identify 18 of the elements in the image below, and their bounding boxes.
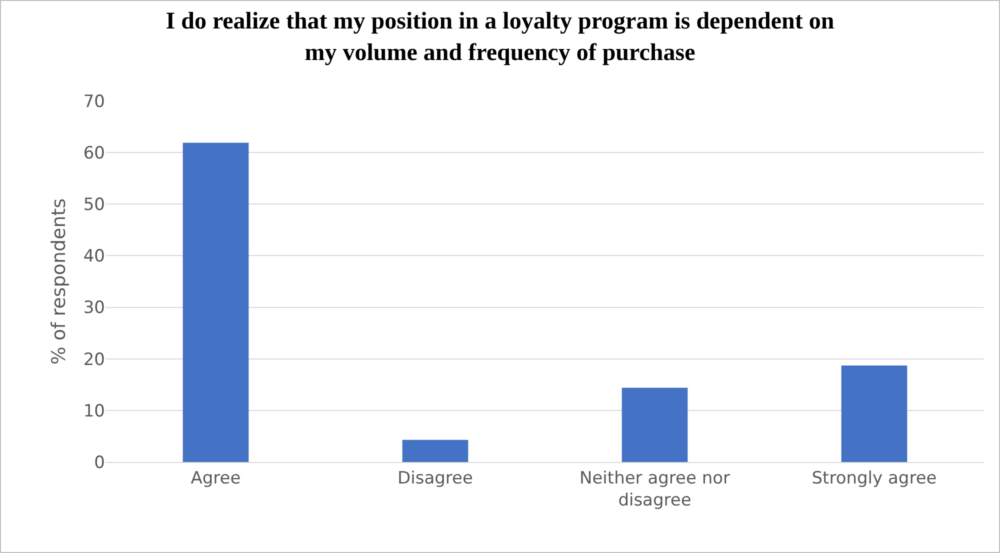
y-tick-label: 70	[83, 92, 105, 112]
x-tick-label: Agree	[190, 468, 241, 488]
x-tick-label: Neither agree nor disagree	[579, 468, 730, 510]
bar	[841, 366, 908, 462]
bar	[622, 388, 688, 462]
chart-title: I do realize that my position in a loyalty program is dependent on my volume and frequency of purchase	[166, 8, 834, 66]
y-axis-title: % of respondents	[48, 198, 70, 365]
x-tick-label: Disagree	[398, 468, 473, 488]
bar	[402, 440, 468, 462]
y-tick-label: 20	[83, 350, 105, 370]
y-tick-label: 60	[83, 144, 105, 164]
y-tick-label: 50	[83, 195, 105, 216]
x-tick-label: Strongly agree	[812, 468, 937, 488]
y-tick-label: 10	[83, 401, 105, 422]
y-tick-label: 40	[83, 246, 105, 267]
y-tick-label: 0	[94, 452, 105, 473]
y-tick-label: 30	[83, 298, 105, 318]
bar	[182, 142, 249, 462]
